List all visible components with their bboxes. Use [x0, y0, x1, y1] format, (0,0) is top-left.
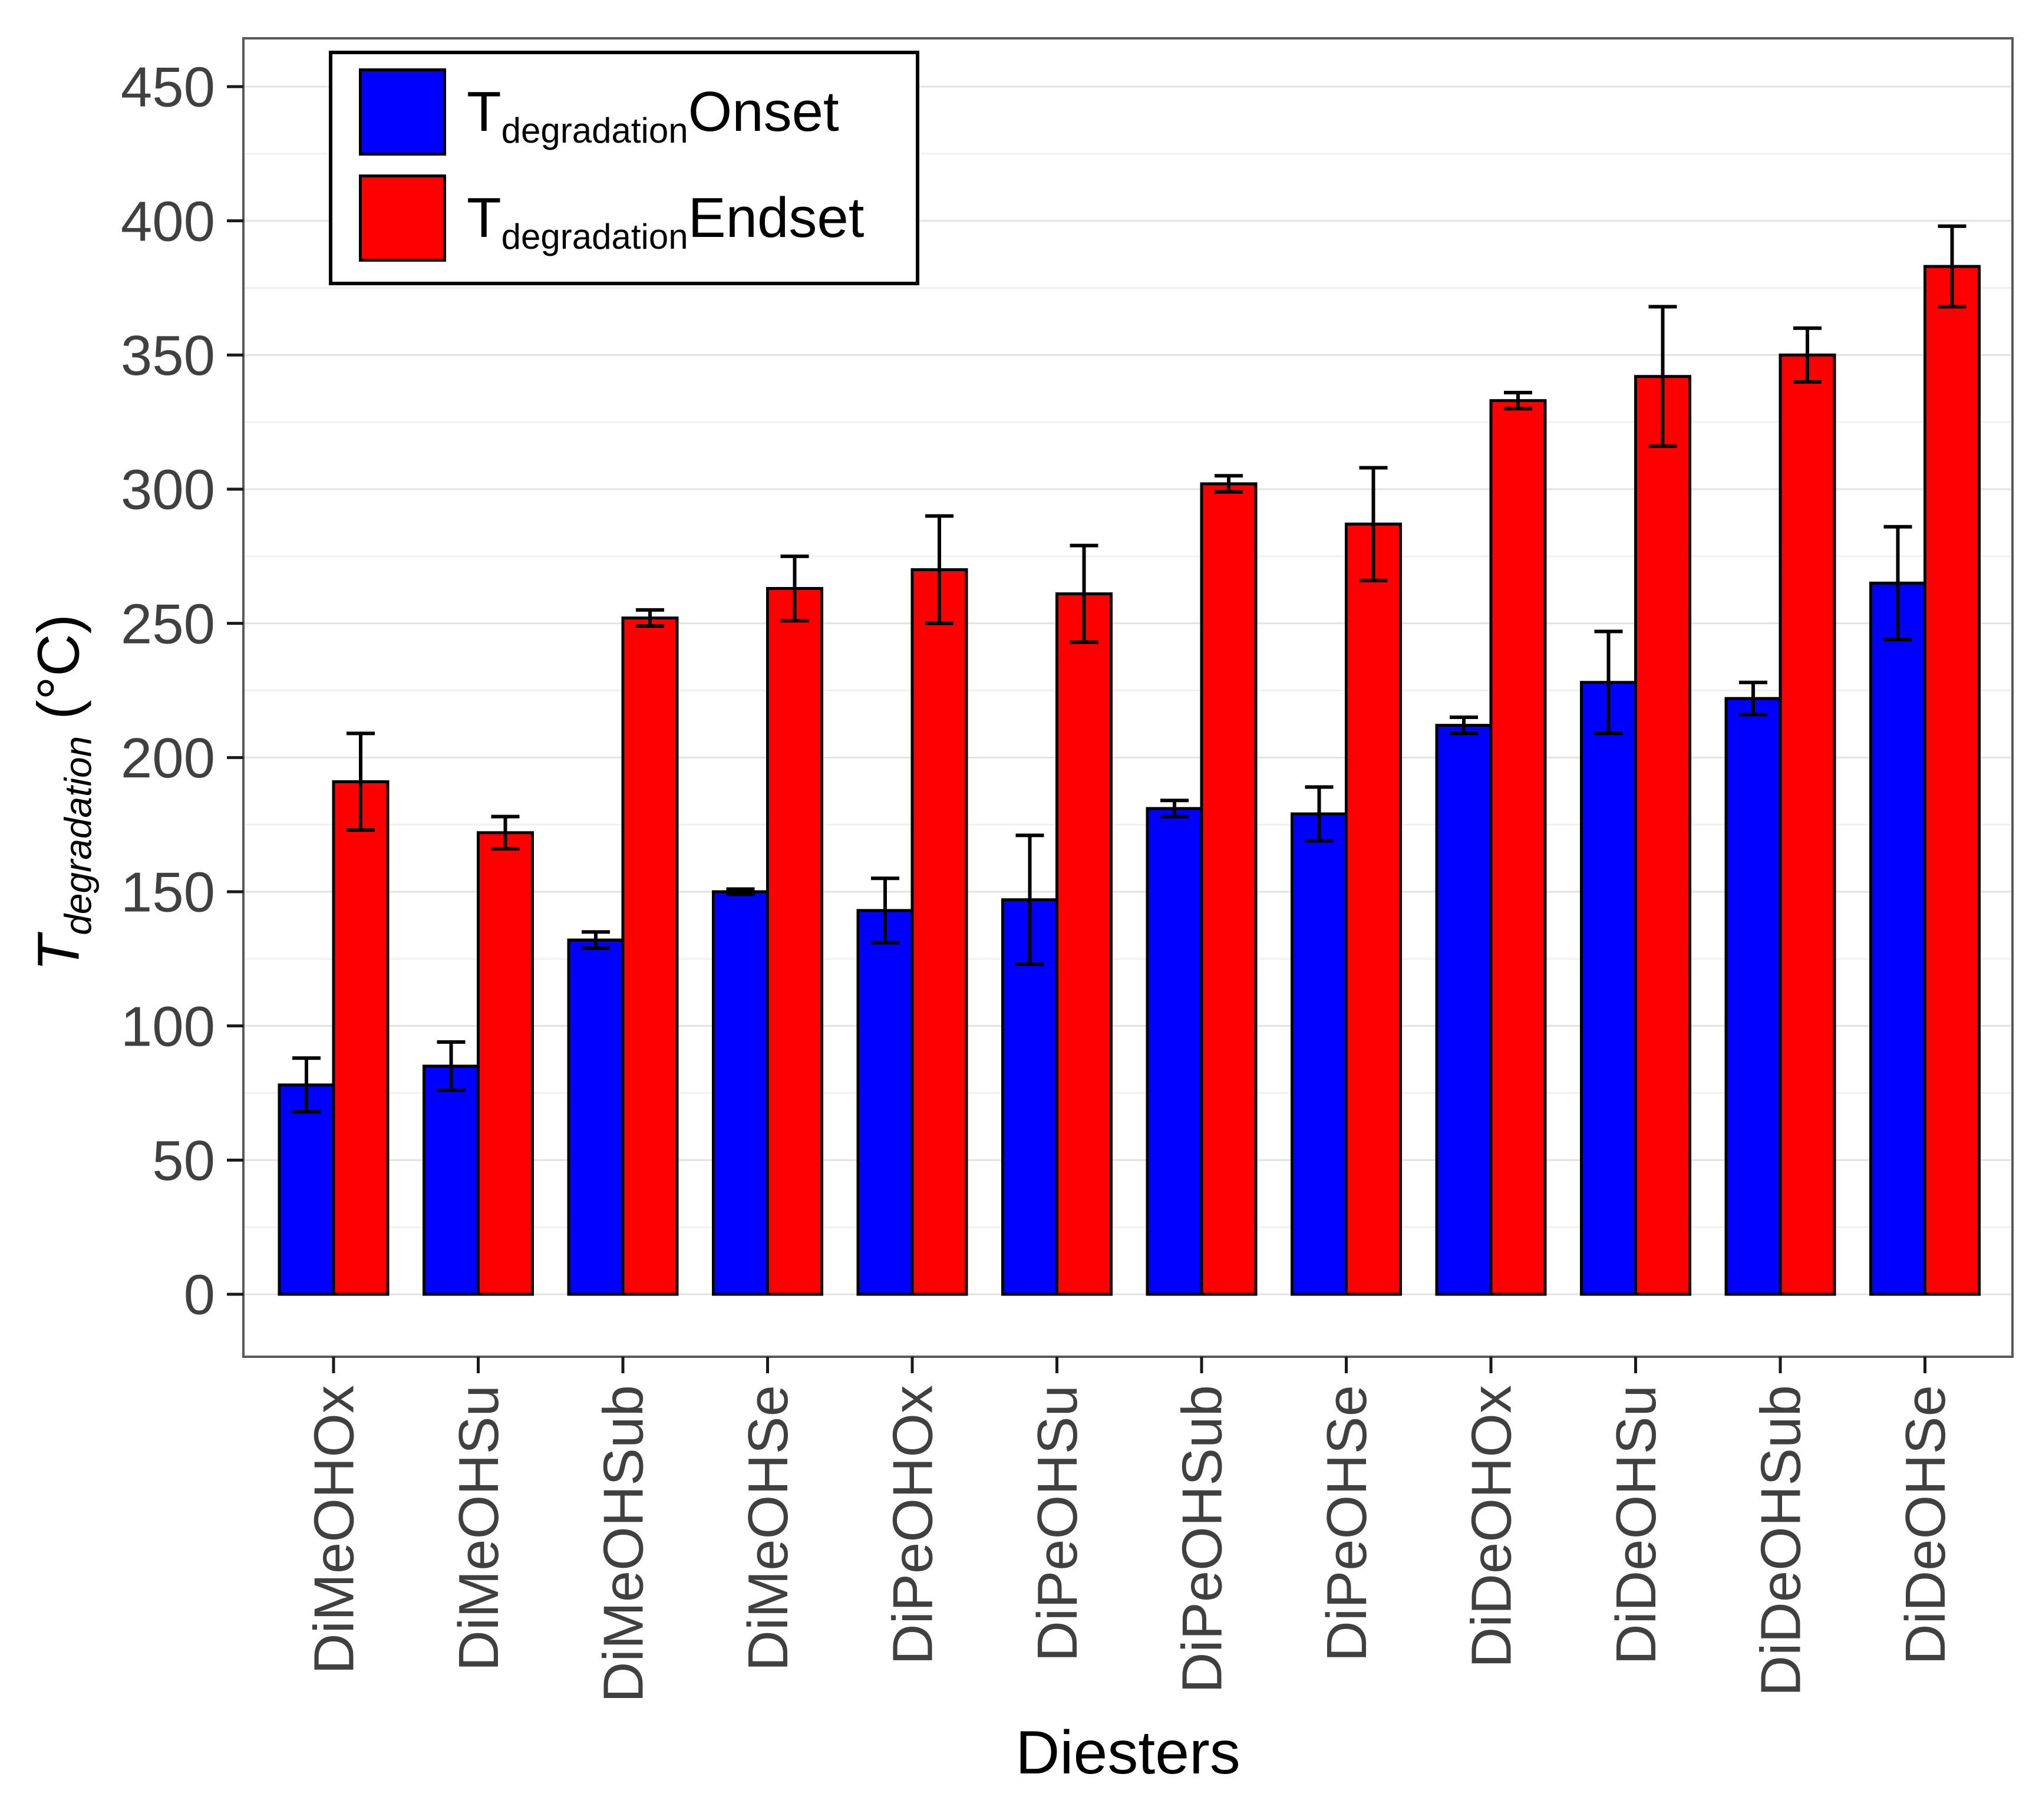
bar-endset-DiMeOHSe: [766, 586, 823, 1296]
bar-onset-DiMeOHOx: [278, 1083, 335, 1296]
bar-endset-DiDeOHSe: [1923, 265, 1981, 1296]
bar-endset-DiPeOHOx: [910, 568, 968, 1296]
legend-label-endset: TdegradationEndset: [467, 186, 865, 256]
x-tick-label-DiMeOHSu: DiMeOHSu: [447, 1385, 510, 1671]
x-axis-title: Diesters: [1015, 1719, 1240, 1787]
y-tick-label-100: 100: [121, 995, 215, 1058]
bar-endset-DiMeOHOx: [332, 780, 390, 1296]
bar-onset-DiPeOHSe: [1291, 812, 1348, 1296]
y-axis-subscript: degradation: [57, 736, 100, 935]
legend-entry-endset: TdegradationEndset: [332, 169, 916, 266]
bar-endset-DiMeOHSub: [621, 616, 679, 1296]
legend-entry-onset: TdegradationOnset: [332, 63, 916, 160]
bar-onset-DiDeOHOx: [1435, 724, 1493, 1296]
bar-onset-DiMeOHSu: [423, 1064, 480, 1296]
bar-endset-DiDeOHSu: [1634, 375, 1691, 1296]
y-tick-label-0: 0: [184, 1264, 215, 1327]
bar-onset-DiMeOHSub: [567, 938, 625, 1296]
y-tick-label-250: 250: [121, 592, 215, 655]
x-tick-label-DiDeOHOx: DiDeOHOx: [1460, 1385, 1523, 1668]
bar-endset-DiDeOHOx: [1489, 399, 1547, 1296]
y-tick-label-400: 400: [121, 190, 215, 253]
bar-onset-DiDeOHSub: [1724, 697, 1782, 1296]
y-axis-variable: T: [25, 935, 92, 971]
legend-swatch-onset: [359, 68, 446, 156]
x-tick-label-DiMeOHOx: DiMeOHOx: [303, 1385, 366, 1674]
bar-onset-DiPeOHOx: [856, 909, 914, 1296]
x-tick-label-DiPeOHOx: DiPeOHOx: [882, 1385, 945, 1665]
x-tick-label-DiDeOHSu: DiDeOHSu: [1605, 1385, 1668, 1665]
legend-swatch-endset: [359, 174, 446, 262]
bar-onset-DiDeOHSu: [1580, 681, 1637, 1296]
x-tick-label-DiMeOHSub: DiMeOHSub: [592, 1385, 655, 1703]
x-tick-label-DiPeOHSu: DiPeOHSu: [1026, 1385, 1089, 1662]
y-tick-label-350: 350: [121, 324, 215, 387]
bar-endset-DiMeOHSu: [477, 831, 534, 1296]
x-tick-label-DiMeOHSe: DiMeOHSe: [737, 1385, 800, 1671]
y-tick-label-50: 50: [152, 1129, 215, 1192]
bar-endset-DiDeOHSub: [1779, 353, 1836, 1296]
bar-onset-DiDeOHSe: [1869, 581, 1926, 1296]
bar-endset-DiPeOHSu: [1055, 592, 1113, 1296]
bar-endset-DiPeOHSe: [1345, 522, 1402, 1296]
bar-endset-DiPeOHSub: [1200, 482, 1258, 1296]
y-tick-label-450: 450: [121, 56, 215, 119]
legend: TdegradationOnset TdegradationEndset: [329, 51, 919, 285]
x-tick-label-DiDeOHSe: DiDeOHSe: [1894, 1385, 1957, 1665]
bar-onset-DiMeOHSe: [712, 890, 769, 1296]
y-tick-label-150: 150: [121, 861, 215, 924]
x-tick-label-DiPeOHSe: DiPeOHSe: [1315, 1385, 1378, 1662]
bar-onset-DiPeOHSu: [1001, 898, 1058, 1296]
panel-border: [242, 37, 2014, 1358]
y-tick-label-200: 200: [121, 727, 215, 790]
y-axis-unit: (°C): [25, 614, 92, 736]
y-tick-label-300: 300: [121, 459, 215, 522]
x-tick-label-DiDeOHSub: DiDeOHSub: [1750, 1385, 1813, 1696]
x-tick-label-DiPeOHSub: DiPeOHSub: [1171, 1385, 1234, 1693]
bar-onset-DiPeOHSub: [1146, 807, 1203, 1296]
legend-label-onset: TdegradationOnset: [467, 80, 839, 150]
